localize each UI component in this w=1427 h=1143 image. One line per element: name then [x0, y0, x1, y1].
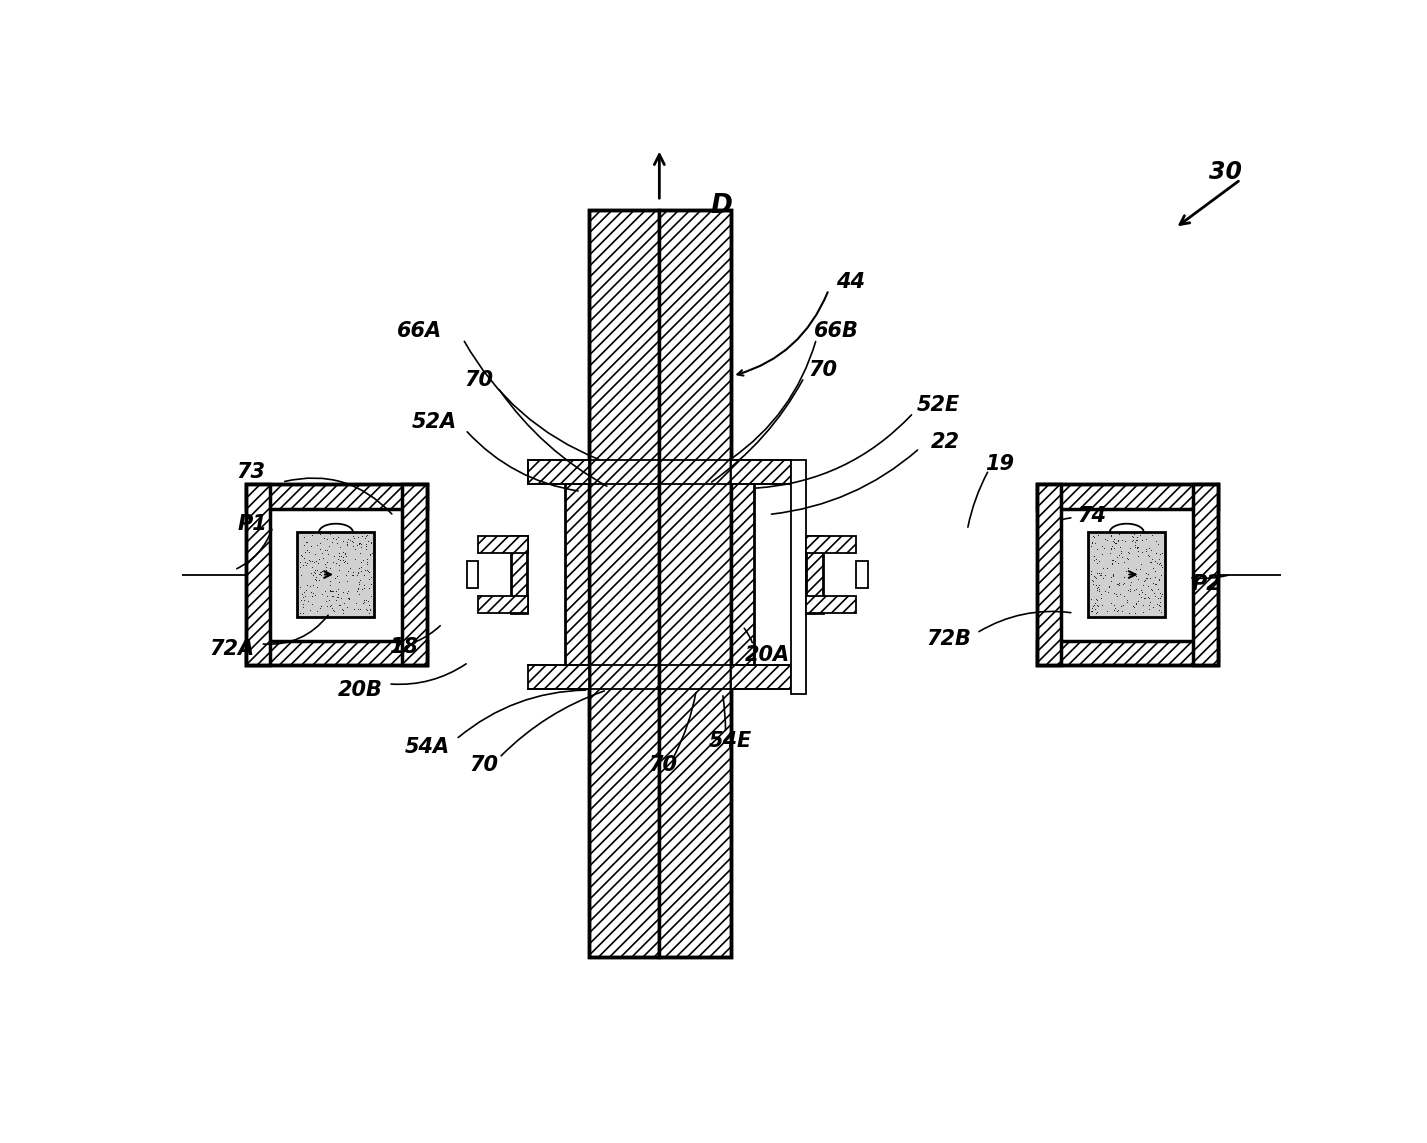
Bar — [297, 533, 374, 617]
Text: 54A: 54A — [404, 737, 450, 757]
Bar — [1036, 485, 1217, 509]
Bar — [588, 210, 731, 957]
Text: D: D — [711, 193, 732, 219]
Bar — [565, 463, 588, 686]
Bar — [402, 485, 427, 665]
Text: 20B: 20B — [338, 680, 382, 700]
Text: 18: 18 — [390, 637, 418, 657]
Text: 66A: 66A — [397, 321, 442, 342]
Bar — [245, 485, 271, 665]
Bar — [245, 641, 427, 665]
Bar — [1193, 485, 1217, 665]
Bar — [1036, 485, 1217, 665]
Text: 20A: 20A — [745, 645, 789, 664]
Bar — [856, 561, 868, 589]
Bar — [659, 210, 731, 957]
Bar — [528, 664, 588, 689]
Text: 70: 70 — [808, 360, 838, 379]
Bar — [791, 459, 806, 694]
Text: 44: 44 — [836, 272, 865, 291]
Bar — [806, 597, 856, 613]
Bar — [245, 485, 427, 665]
Bar — [245, 485, 427, 509]
Bar — [511, 536, 527, 613]
Bar — [1036, 485, 1062, 665]
Text: 52A: 52A — [412, 413, 457, 432]
Text: P1: P1 — [238, 513, 268, 534]
Bar — [731, 463, 753, 686]
Bar — [806, 536, 856, 553]
Bar — [478, 597, 528, 613]
Text: 70: 70 — [464, 369, 492, 390]
Bar — [731, 664, 791, 689]
Bar — [478, 536, 528, 553]
Text: 22: 22 — [932, 432, 960, 453]
Bar — [806, 536, 822, 613]
Text: 54E: 54E — [709, 730, 752, 751]
Bar — [528, 459, 588, 485]
Text: 70: 70 — [469, 754, 498, 775]
Text: 74: 74 — [1077, 506, 1106, 526]
Text: 19: 19 — [985, 454, 1015, 473]
Text: P2: P2 — [1192, 574, 1222, 593]
Text: 66B: 66B — [813, 321, 859, 342]
Text: 72A: 72A — [210, 639, 254, 660]
Bar — [588, 210, 659, 957]
Text: 30: 30 — [1209, 160, 1241, 184]
Text: 52E: 52E — [916, 395, 960, 415]
Text: 73: 73 — [237, 462, 265, 482]
Bar — [1089, 533, 1166, 617]
Text: 72B: 72B — [926, 629, 972, 649]
Bar — [1036, 641, 1217, 665]
Bar — [467, 561, 478, 589]
Text: 70: 70 — [648, 754, 676, 775]
Bar — [731, 459, 791, 485]
